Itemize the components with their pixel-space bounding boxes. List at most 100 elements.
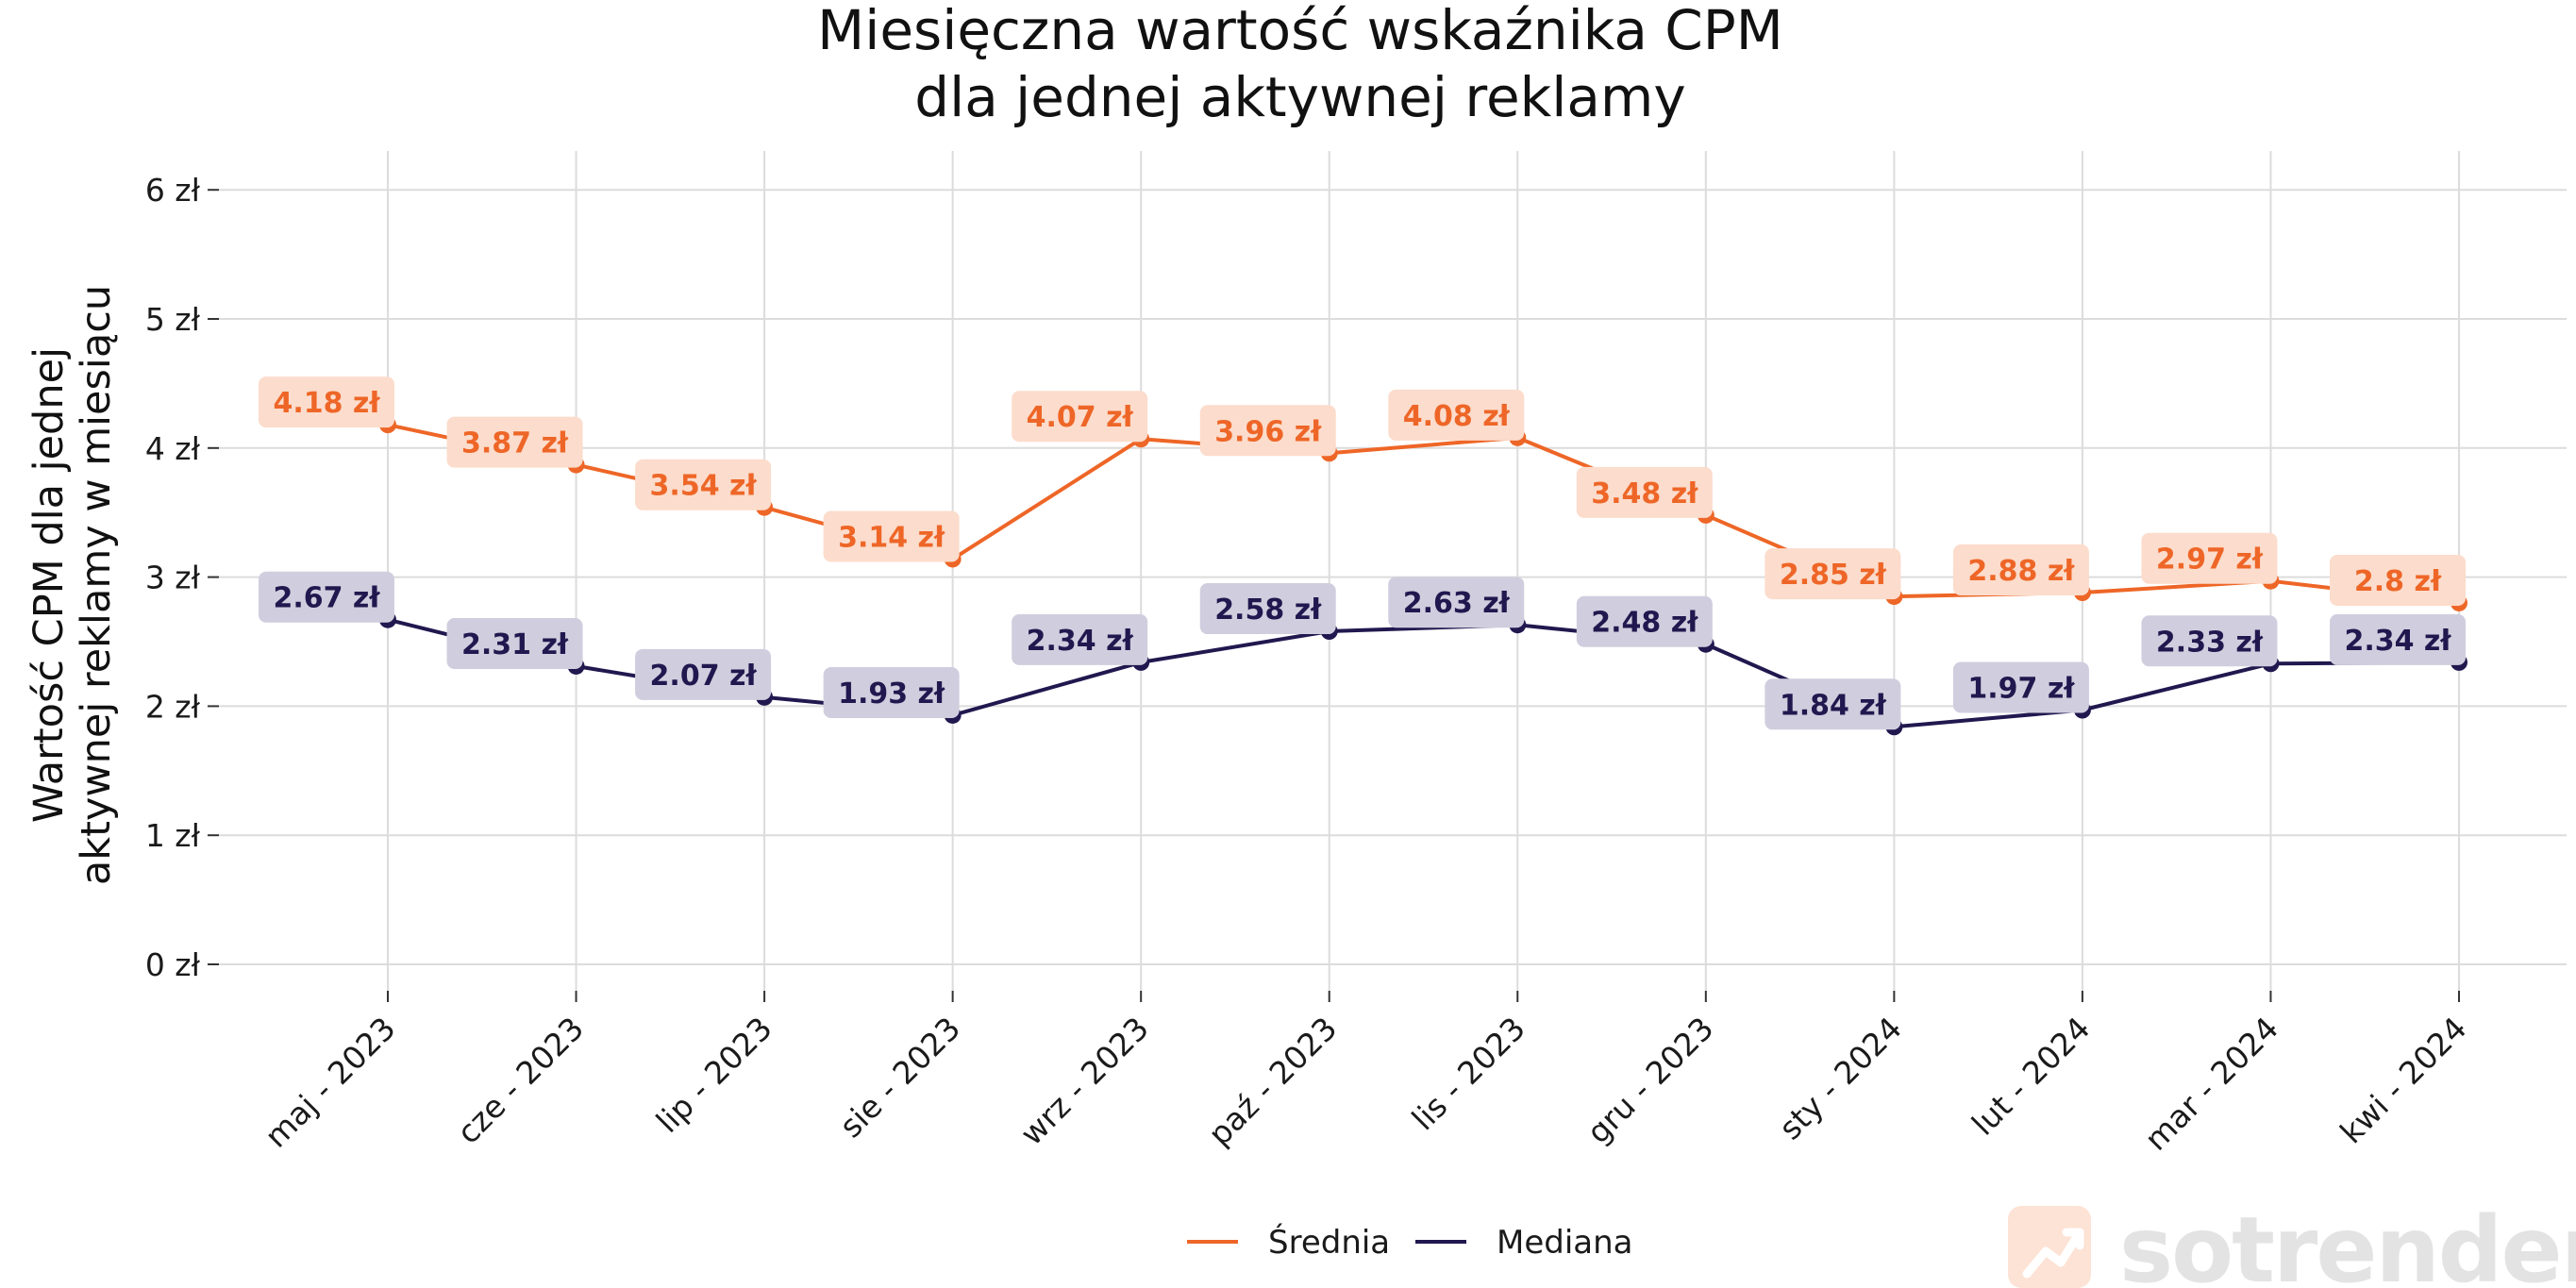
watermark: sotrender — [2008, 1197, 2576, 1288]
data-label-1-11: 2.34 zł — [2330, 613, 2466, 665]
data-label-text-1-6: 2.63 zł — [1403, 587, 1511, 620]
data-label-1-4: 2.34 zł — [1012, 613, 1148, 665]
data-label-bg-1-7 — [1576, 595, 1713, 647]
x-tick-label-3: sie - 2023 — [832, 1010, 967, 1145]
data-label-bg-1-0 — [259, 571, 394, 623]
x-tick-label-9: lut - 2024 — [1965, 1010, 2098, 1143]
data-label-bg-0-5 — [1199, 405, 1336, 457]
y-tick-label-3: 3 zł — [145, 560, 201, 596]
data-label-text-0-3: 3.14 zł — [838, 521, 945, 554]
data-label-1-8: 1.84 zł — [1765, 678, 1901, 730]
data-label-bg-0-8 — [1765, 548, 1901, 600]
data-label-1-3: 1.93 zł — [823, 666, 960, 718]
data-label-text-0-1: 3.87 zł — [461, 427, 569, 460]
data-label-0-1: 3.87 zł — [446, 416, 583, 468]
x-tick-label-4: wrz - 2023 — [1013, 1010, 1156, 1152]
data-label-bg-1-2 — [635, 648, 772, 700]
data-label-bg-0-7 — [1576, 466, 1713, 518]
trend-arrow-icon — [2008, 1206, 2091, 1288]
data-label-bg-0-10 — [2141, 532, 2278, 584]
y-axis-ticks: 0 zł 1 zł 2 zł 3 zł 4 zł 5 zł 6 zł — [145, 172, 219, 983]
data-label-0-4: 4.07 zł — [1012, 391, 1148, 443]
legend-item-0: Średnia — [1187, 1223, 1390, 1262]
data-label-text-1-5: 2.58 zł — [1214, 594, 1322, 627]
chart-title-line-2: dla jednej aktywnej reklamy — [914, 65, 1685, 129]
data-label-text-1-9: 1.97 zł — [1967, 673, 2075, 706]
data-label-bg-0-4 — [1012, 391, 1148, 443]
data-label-1-2: 2.07 zł — [635, 648, 772, 700]
data-label-bg-0-0 — [259, 376, 394, 428]
chart-title-line-1: Miesięczna wartość wskaźnika CPM — [817, 0, 1783, 62]
data-label-0-8: 2.85 zł — [1765, 548, 1901, 600]
x-tick-label-8: sty - 2024 — [1772, 1010, 1909, 1146]
data-label-bg-1-10 — [2141, 615, 2278, 667]
data-label-bg-1-6 — [1388, 577, 1525, 628]
watermark-text: sotrender — [2119, 1197, 2576, 1288]
x-tick-label-11: kwi - 2024 — [2333, 1010, 2473, 1150]
data-label-text-1-4: 2.34 zł — [1027, 625, 1134, 658]
x-tick-label-6: lis - 2023 — [1405, 1010, 1532, 1137]
data-label-bg-0-6 — [1388, 389, 1525, 441]
data-label-0-11: 2.8 zł — [2330, 554, 2466, 606]
data-label-1-6: 2.63 zł — [1388, 577, 1525, 628]
data-label-text-1-3: 1.93 zł — [838, 677, 945, 711]
y-axis-label-line-1: Wartość CPM dla jednej — [25, 347, 73, 823]
data-label-0-2: 3.54 zł — [635, 459, 772, 510]
chart-title: Miesięczna wartość wskaźnika CPM dla jed… — [817, 0, 1783, 129]
data-label-text-1-7: 2.48 zł — [1591, 607, 1698, 640]
data-label-text-0-10: 2.97 zł — [2156, 544, 2264, 577]
data-label-bg-0-3 — [823, 510, 960, 562]
legend-item-1: Mediana — [1415, 1224, 1633, 1262]
x-tick-label-10: mar - 2024 — [2137, 1010, 2285, 1158]
data-label-1-7: 2.48 zł — [1576, 595, 1713, 647]
x-axis-ticks: maj - 2023 cze - 2023 lip - 2023 sie - 2023… — [258, 991, 2474, 1158]
data-label-1-5: 2.58 zł — [1199, 583, 1336, 635]
y-axis-label: Wartość CPM dla jednej aktywnej reklamy … — [25, 285, 120, 885]
data-label-0-3: 3.14 zł — [823, 510, 960, 562]
x-tick-label-0: maj - 2023 — [258, 1010, 403, 1155]
data-label-text-0-9: 2.88 zł — [1967, 555, 2075, 588]
data-label-text-1-10: 2.33 zł — [2156, 626, 2264, 659]
legend-label-1: Mediana — [1497, 1224, 1633, 1262]
data-label-bg-0-9 — [1952, 544, 2089, 596]
data-label-bg-0-11 — [2330, 554, 2466, 606]
data-label-0-6: 4.08 zł — [1388, 389, 1525, 441]
legend-label-0: Średnia — [1268, 1223, 1390, 1262]
y-tick-label-0: 0 zł — [145, 946, 201, 983]
data-label-bg-1-9 — [1952, 661, 2089, 713]
data-label-text-0-4: 4.07 zł — [1027, 401, 1134, 434]
data-label-text-1-8: 1.84 zł — [1780, 689, 1887, 722]
data-label-text-1-1: 2.31 zł — [461, 628, 569, 661]
y-tick-label-4: 4 zł — [145, 430, 201, 467]
data-label-text-0-11: 2.8 zł — [2354, 565, 2442, 598]
data-label-0-0: 4.18 zł — [259, 376, 394, 428]
x-tick-label-1: cze - 2023 — [450, 1010, 592, 1151]
data-label-bg-1-3 — [823, 666, 960, 718]
data-label-bg-1-4 — [1012, 613, 1148, 665]
y-tick-label-6: 6 zł — [145, 172, 201, 209]
x-tick-label-5: paź - 2023 — [1201, 1010, 1345, 1153]
data-label-text-0-0: 4.18 zł — [273, 387, 380, 420]
y-tick-label-5: 5 zł — [145, 301, 201, 338]
data-labels: 4.18 zł 3.87 zł 3.54 zł 3.14 zł 4.07 zł 3.96 … — [259, 376, 2466, 730]
data-label-bg-1-11 — [2330, 613, 2466, 665]
data-label-0-7: 3.48 zł — [1576, 466, 1713, 518]
data-label-1-10: 2.33 zł — [2141, 615, 2278, 667]
data-label-text-0-2: 3.54 zł — [650, 470, 758, 503]
data-label-text-0-5: 3.96 zł — [1214, 415, 1322, 448]
data-label-1-9: 1.97 zł — [1952, 661, 2089, 713]
data-label-text-0-8: 2.85 zł — [1780, 559, 1887, 592]
data-label-0-5: 3.96 zł — [1199, 405, 1336, 457]
data-label-bg-0-1 — [446, 416, 583, 468]
data-label-text-0-6: 4.08 zł — [1403, 400, 1511, 433]
data-label-bg-1-8 — [1765, 678, 1901, 730]
data-label-bg-1-1 — [446, 617, 583, 669]
data-label-0-9: 2.88 zł — [1952, 544, 2089, 596]
x-tick-label-2: lip - 2023 — [649, 1010, 779, 1140]
data-label-text-1-0: 2.67 zł — [273, 582, 380, 615]
data-label-1-1: 2.31 zł — [446, 617, 583, 669]
data-label-bg-0-2 — [635, 459, 772, 510]
x-tick-label-7: gru - 2023 — [1580, 1010, 1720, 1150]
data-label-1-0: 2.67 zł — [259, 571, 394, 623]
